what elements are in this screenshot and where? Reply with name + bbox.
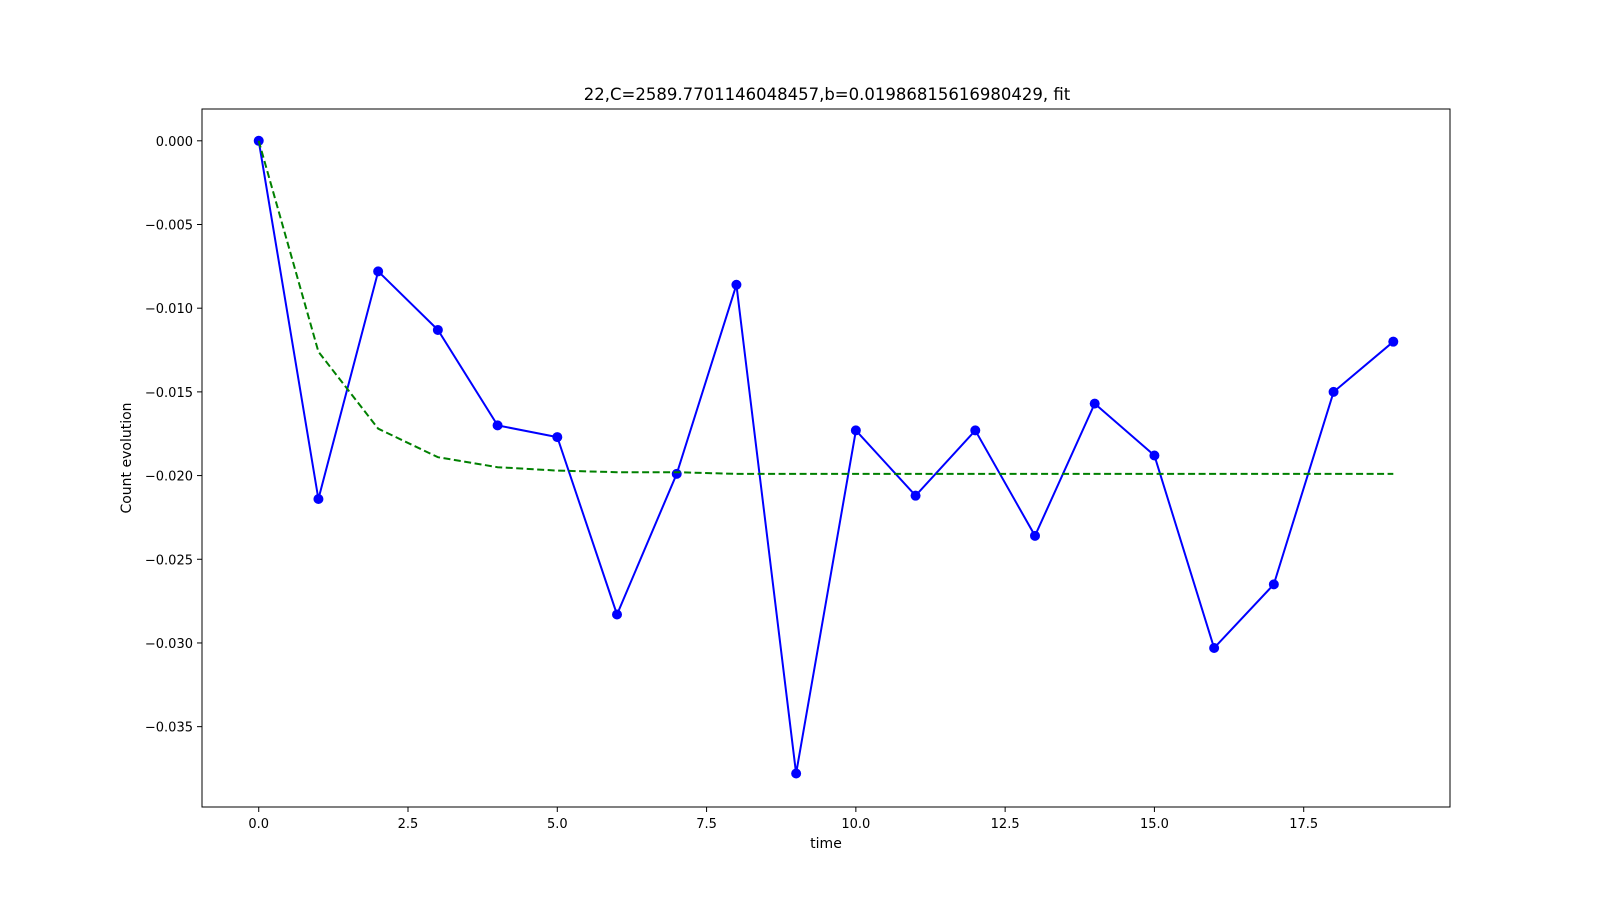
- data-point: [671, 468, 682, 479]
- x-tick-label: 2.5: [398, 817, 419, 832]
- data-series-line: [257, 140, 1394, 774]
- x-tick-label: 15.0: [1140, 817, 1169, 832]
- data-point: [1149, 450, 1160, 461]
- data-point: [970, 425, 981, 436]
- x-tick-label: 0.0: [248, 817, 269, 832]
- y-axis-label: Count evolution: [119, 402, 135, 513]
- plot-area: [253, 135, 1399, 779]
- data-point: [1268, 579, 1279, 590]
- y-tick-label: −0.005: [145, 218, 193, 233]
- y-tick-label: −0.035: [145, 721, 193, 736]
- plot-frame: [201, 108, 1451, 808]
- x-tick-label: 12.5: [991, 817, 1020, 832]
- data-point: [791, 768, 802, 779]
- data-point: [1089, 398, 1100, 409]
- data-point: [1328, 386, 1339, 397]
- x-axis-label: time: [810, 836, 842, 852]
- x-tick-label: 17.5: [1289, 817, 1318, 832]
- data-point: [1029, 530, 1040, 541]
- data-point: [492, 420, 503, 431]
- data-point: [1209, 642, 1220, 653]
- data-point: [612, 609, 623, 620]
- data-point: [850, 425, 861, 436]
- data-point: [552, 432, 563, 443]
- y-tick-label: −0.020: [145, 470, 193, 485]
- y-tick-label: 0.000: [156, 135, 193, 150]
- data-point: [731, 279, 742, 290]
- x-tick-label: 10.0: [841, 817, 870, 832]
- x-tick-label: 7.5: [696, 817, 717, 832]
- y-tick-label: −0.015: [145, 386, 193, 401]
- y-axis: 0.000 −0.005 −0.010 −0.015 −0.020 −0.025 −0.03…: [145, 135, 202, 736]
- data-point: [313, 494, 324, 505]
- x-tick-label: 5.0: [547, 817, 568, 832]
- chart-title: 22,C=2589.7701146048457,b=0.019868156169…: [584, 85, 1071, 104]
- y-tick-label: −0.030: [145, 637, 193, 652]
- y-tick-label: −0.025: [145, 553, 193, 568]
- y-tick-label: −0.010: [145, 302, 193, 317]
- data-point: [432, 324, 443, 335]
- data-point: [1388, 336, 1399, 347]
- data-point: [910, 490, 921, 501]
- fit-curve-line: [257, 140, 1394, 475]
- data-point: [373, 266, 384, 277]
- x-axis: 0.0 2.5 5.0 7.5 10.0 12.5 15.0 17.5: [248, 807, 1318, 832]
